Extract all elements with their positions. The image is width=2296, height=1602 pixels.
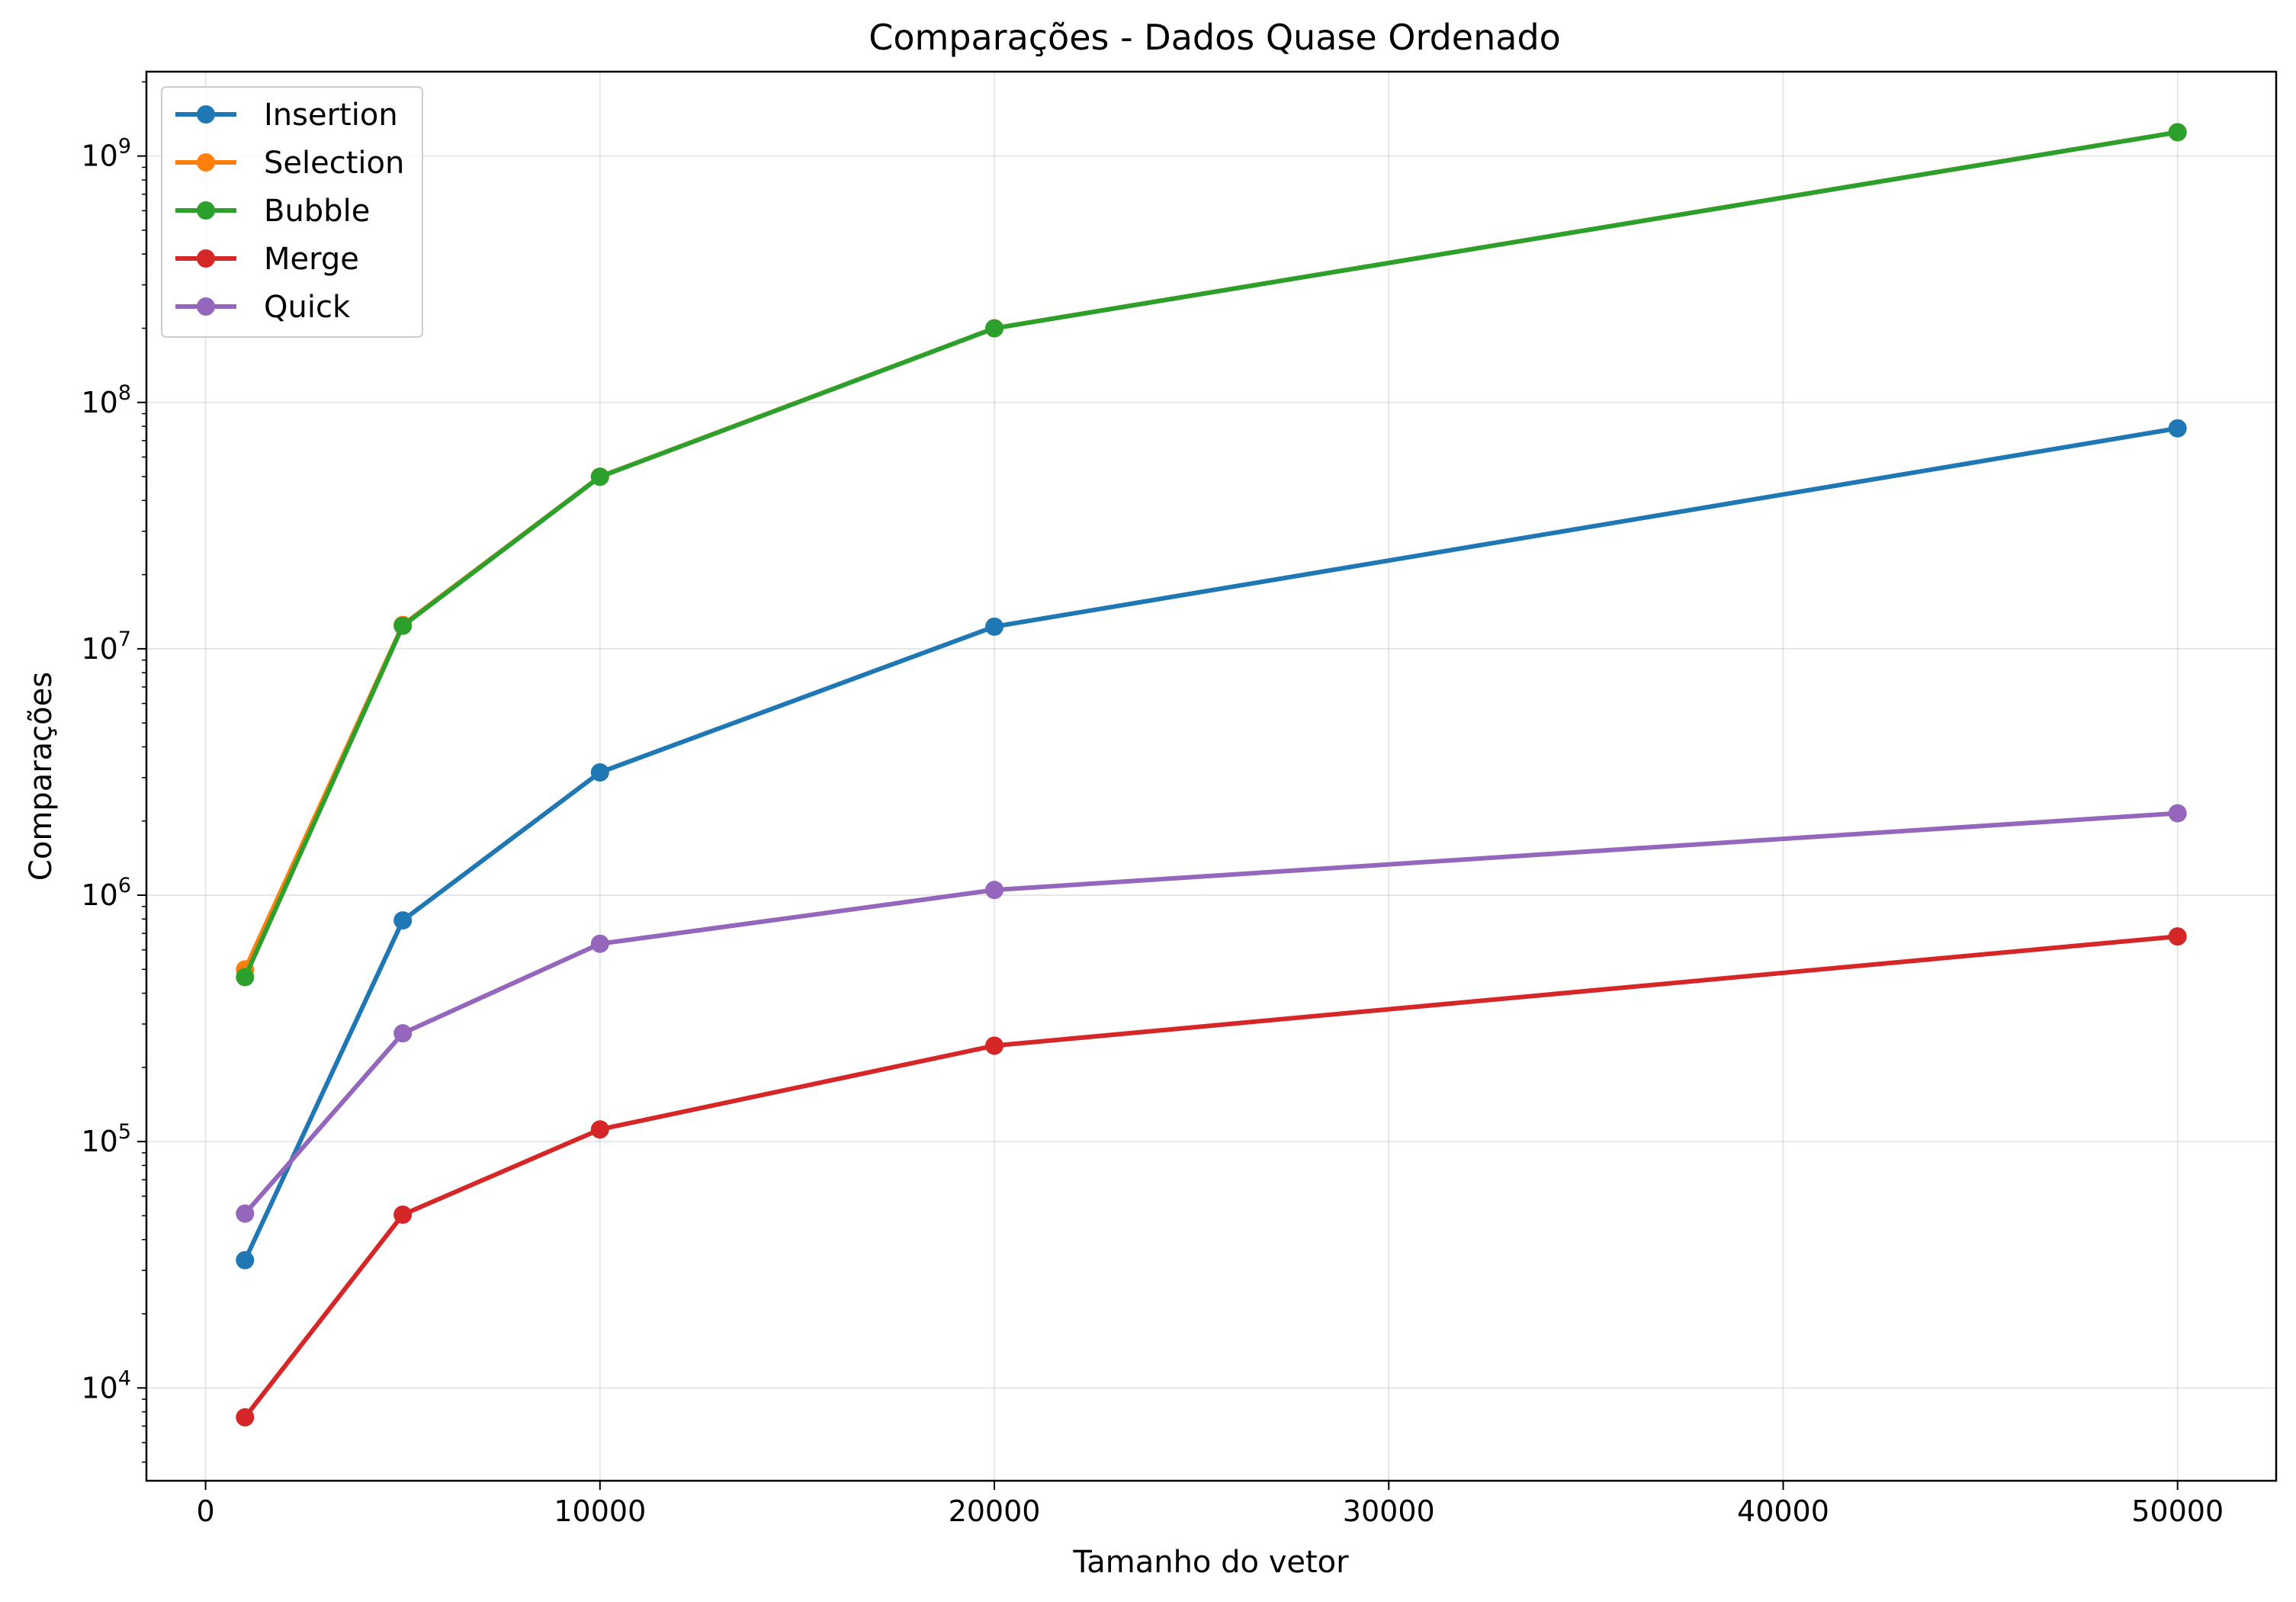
x-axis: 0 10000 20000 30000 40000 50000 xyxy=(196,1481,2224,1528)
y-tick-label: 104 xyxy=(81,1366,131,1405)
y-tick-base: 10 xyxy=(81,1371,117,1405)
data-point xyxy=(590,934,609,953)
data-point xyxy=(590,1120,609,1139)
legend-label: Insertion xyxy=(264,98,398,133)
legend-swatch-marker xyxy=(197,105,215,124)
data-point xyxy=(985,319,1004,338)
legend-swatch-marker xyxy=(197,153,215,172)
y-tick-label: 105 xyxy=(81,1120,131,1158)
legend-label: Merge xyxy=(264,242,359,277)
legend-swatch-marker xyxy=(197,249,215,268)
data-point xyxy=(393,911,413,930)
x-tick-label: 40000 xyxy=(1737,1494,1829,1528)
legend-item-insertion: Insertion xyxy=(175,98,398,133)
chart-title: Comparações - Dados Quase Ordenado xyxy=(869,17,1561,58)
data-point xyxy=(393,1206,413,1225)
data-point xyxy=(236,1204,255,1223)
legend-frame xyxy=(161,86,423,338)
series-insertion xyxy=(236,419,2187,1270)
legend-swatch-marker xyxy=(197,201,215,220)
y-tick-base: 10 xyxy=(81,140,117,173)
series-quick xyxy=(236,804,2187,1223)
series-bubble xyxy=(236,123,2187,987)
y-axis-label: Comparações xyxy=(24,672,59,881)
legend-label: Bubble xyxy=(264,194,370,229)
x-tick-label: 50000 xyxy=(2131,1494,2224,1528)
x-axis-label: Tamanho do vetor xyxy=(1072,1545,1349,1580)
y-tick-label: 108 xyxy=(81,381,131,419)
data-point xyxy=(2168,804,2187,823)
y-tick-base: 10 xyxy=(81,878,117,912)
data-point xyxy=(236,968,255,987)
data-point xyxy=(985,617,1004,636)
legend-swatch-marker xyxy=(197,297,215,316)
series-merge xyxy=(236,927,2187,1427)
legend-label: Selection xyxy=(264,146,404,181)
y-tick-exponent: 4 xyxy=(118,1366,131,1390)
data-point xyxy=(236,1250,255,1270)
legend-item-bubble: Bubble xyxy=(175,194,370,229)
data-point xyxy=(590,467,609,486)
data-point xyxy=(393,1024,413,1043)
x-tick-label: 30000 xyxy=(1343,1494,1435,1528)
legend-item-selection: Selection xyxy=(175,146,404,181)
data-point xyxy=(2168,123,2187,142)
data-point xyxy=(2168,927,2187,946)
y-tick-base: 10 xyxy=(81,632,117,666)
y-tick-label: 109 xyxy=(81,135,131,173)
y-tick-exponent: 8 xyxy=(118,381,131,405)
y-tick-exponent: 6 xyxy=(118,874,131,897)
data-point xyxy=(590,762,609,782)
y-tick-exponent: 5 xyxy=(118,1120,131,1144)
legend-item-merge: Merge xyxy=(175,242,359,277)
series-layer xyxy=(236,123,2187,1427)
data-point xyxy=(393,616,413,635)
legend-label: Quick xyxy=(264,290,351,325)
data-point xyxy=(2168,419,2187,438)
x-tick-label: 20000 xyxy=(949,1494,1041,1528)
legend: Insertion Selection Bubble Merge Quick xyxy=(161,86,423,338)
y-tick-exponent: 7 xyxy=(118,628,131,651)
y-tick-label: 106 xyxy=(81,874,131,912)
y-tick-label: 107 xyxy=(81,628,131,666)
legend-item-quick: Quick xyxy=(175,290,351,325)
y-tick-base: 10 xyxy=(81,1125,117,1158)
x-tick-label: 10000 xyxy=(554,1494,646,1528)
y-tick-exponent: 9 xyxy=(118,135,131,159)
data-point xyxy=(985,1036,1004,1055)
data-point xyxy=(985,881,1004,900)
plot-frame xyxy=(145,70,2278,1482)
data-point xyxy=(236,1408,255,1427)
x-tick-label: 0 xyxy=(196,1494,214,1528)
y-tick-base: 10 xyxy=(81,386,117,419)
